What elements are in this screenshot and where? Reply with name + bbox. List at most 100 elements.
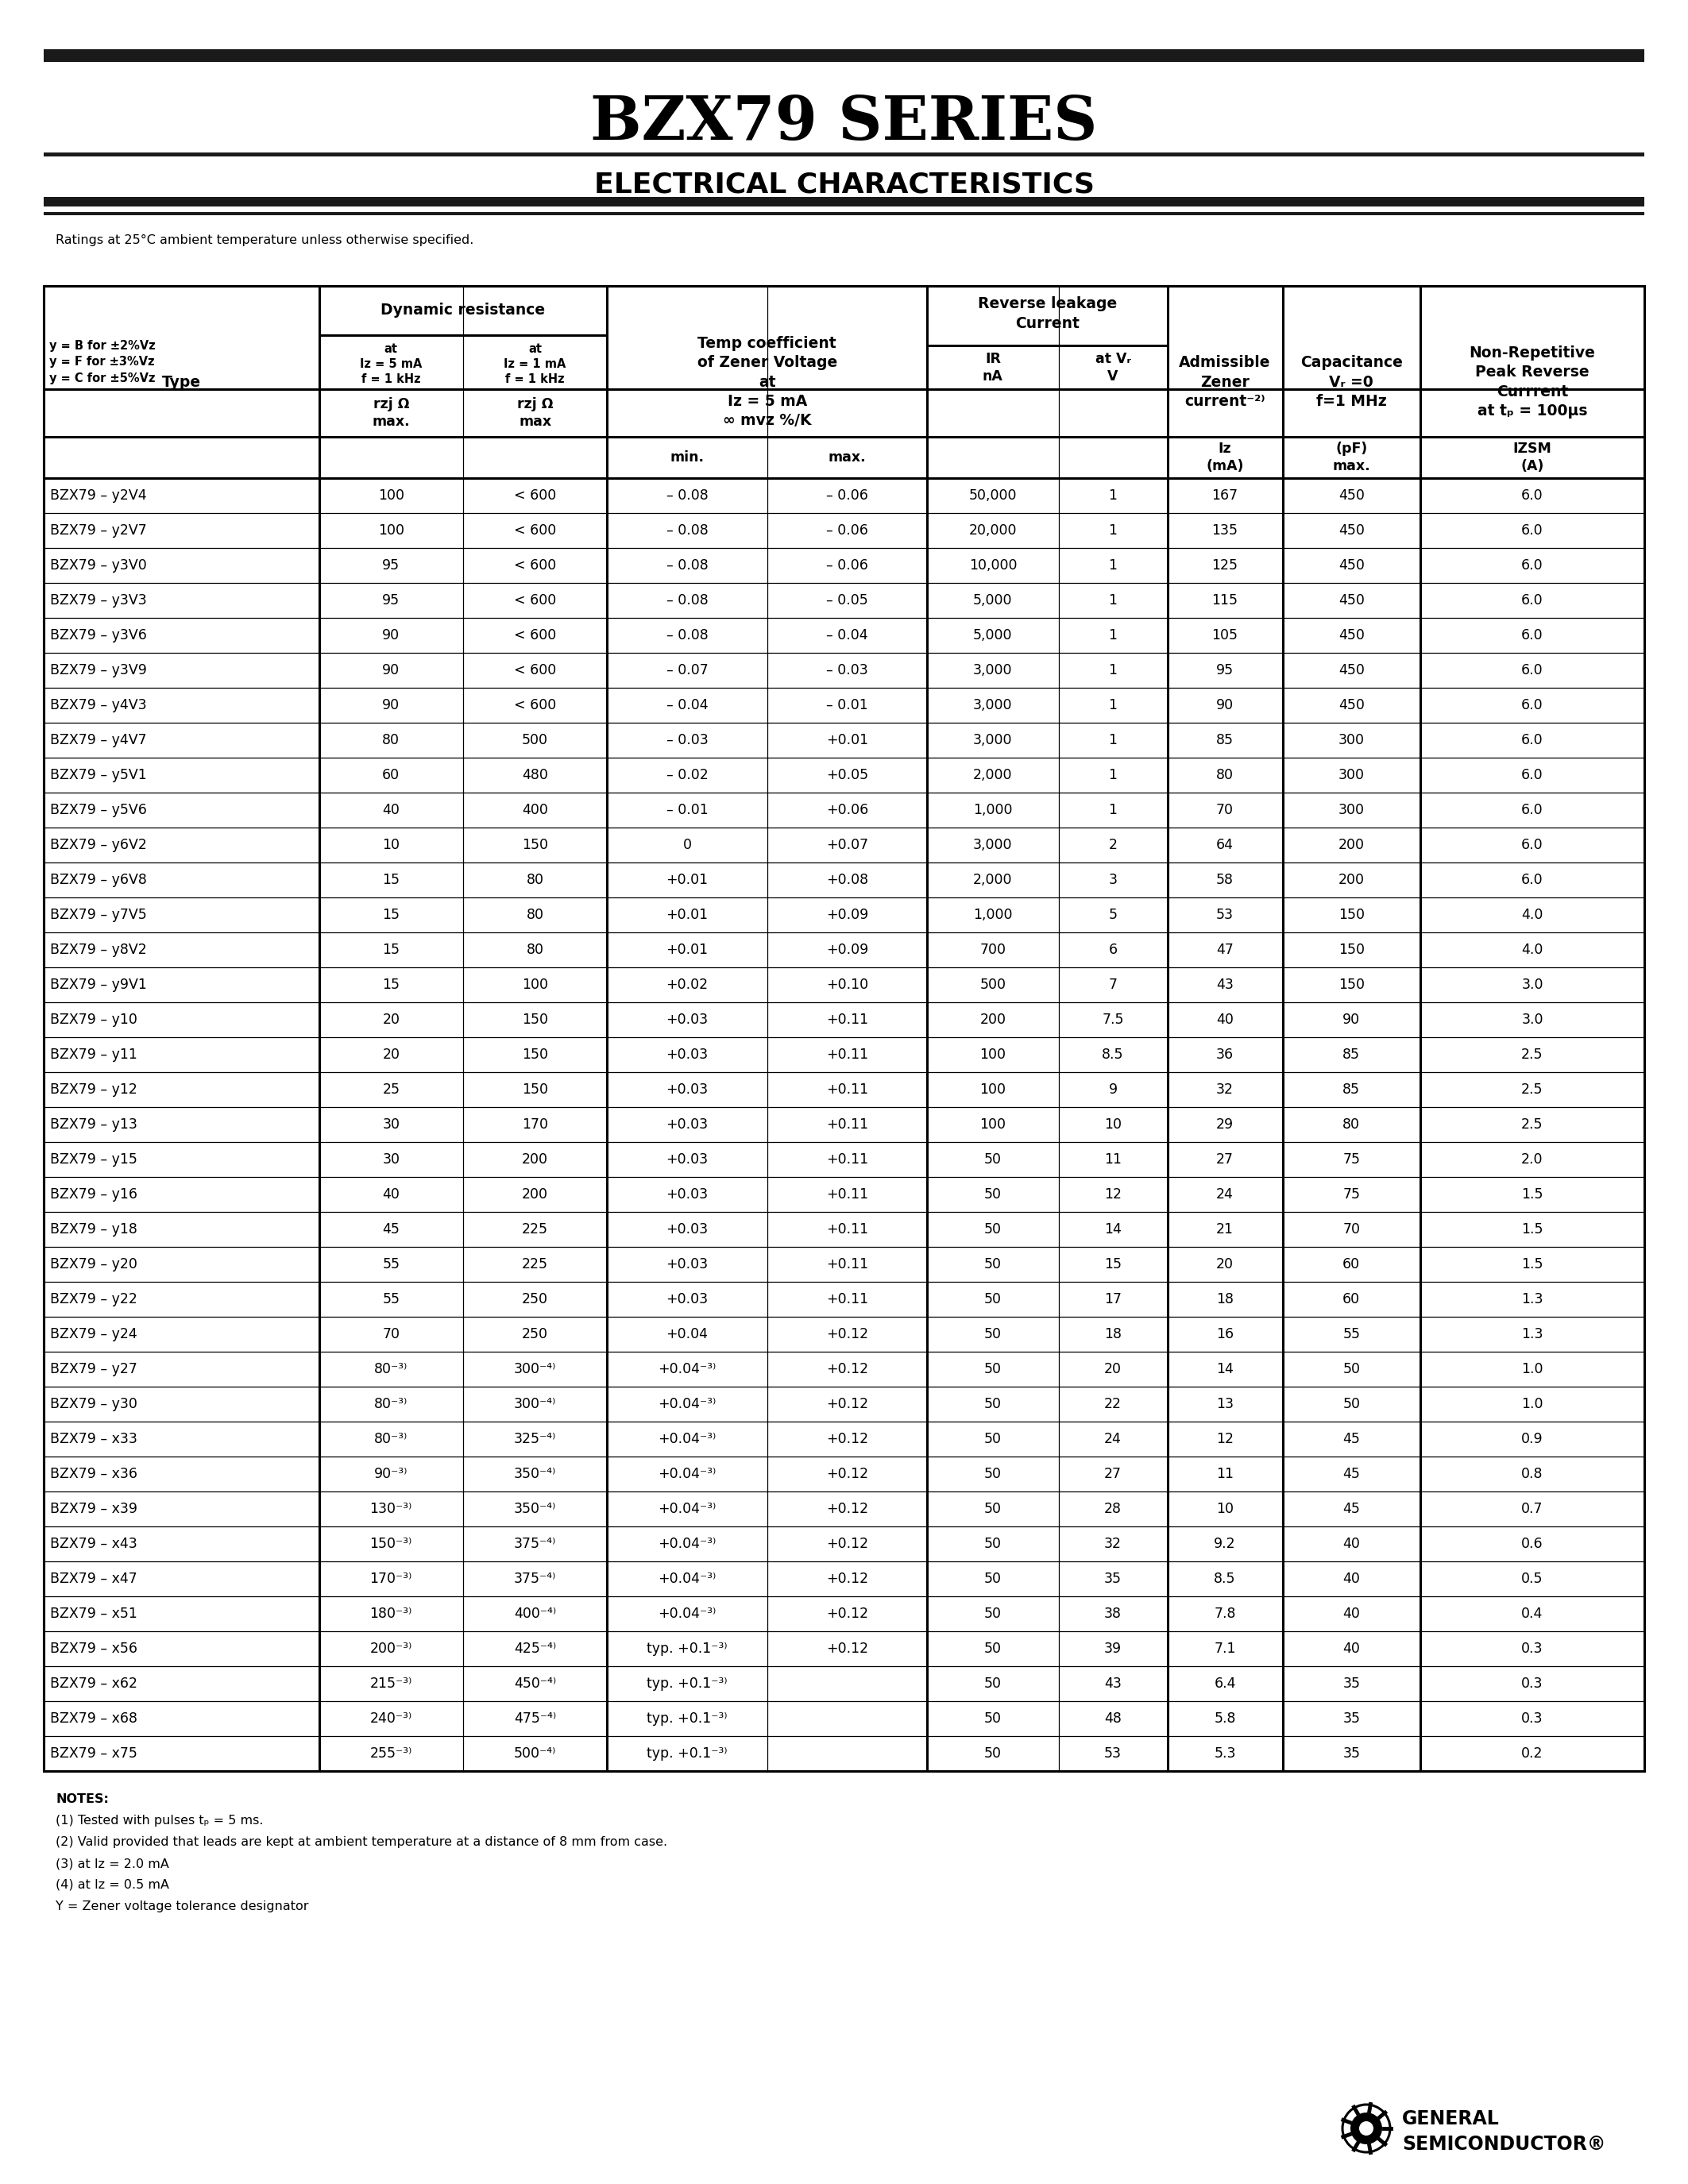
- Text: 50: 50: [1342, 1363, 1361, 1376]
- Text: rzj Ω
max.: rzj Ω max.: [371, 397, 410, 428]
- Text: – 0.01: – 0.01: [825, 699, 868, 712]
- Text: 1: 1: [1109, 629, 1117, 642]
- Text: 1.5: 1.5: [1521, 1258, 1543, 1271]
- Bar: [44, 197, 1644, 207]
- Text: 15: 15: [1104, 1258, 1121, 1271]
- Text: +0.01: +0.01: [667, 874, 709, 887]
- Text: 2.5: 2.5: [1521, 1118, 1543, 1131]
- Text: 100: 100: [979, 1048, 1006, 1061]
- Text: 5,000: 5,000: [974, 629, 1013, 642]
- Text: +0.12: +0.12: [825, 1607, 868, 1621]
- Text: 225: 225: [522, 1258, 549, 1271]
- Text: 0.2: 0.2: [1521, 1747, 1543, 1760]
- Text: 200: 200: [979, 1013, 1006, 1026]
- Text: 90: 90: [1342, 1013, 1361, 1026]
- Bar: [44, 212, 1644, 216]
- Text: +0.12: +0.12: [825, 1328, 868, 1341]
- Text: 8.5: 8.5: [1214, 1572, 1236, 1586]
- Text: 17: 17: [1104, 1293, 1121, 1306]
- Text: BZX79 – y12: BZX79 – y12: [51, 1083, 137, 1096]
- Text: 215⁻³⁾: 215⁻³⁾: [370, 1677, 412, 1690]
- Text: 50: 50: [984, 1328, 1001, 1341]
- Text: 450: 450: [1339, 699, 1364, 712]
- Text: – 0.05: – 0.05: [825, 594, 868, 607]
- Text: 60: 60: [1342, 1258, 1361, 1271]
- Text: 20: 20: [1217, 1258, 1234, 1271]
- Text: 50: 50: [984, 1258, 1001, 1271]
- Text: BZX79 – y22: BZX79 – y22: [51, 1293, 137, 1306]
- Text: 55: 55: [381, 1293, 400, 1306]
- Text: 45: 45: [1342, 1468, 1361, 1481]
- Text: at
Iz = 1 mA
f = 1 kHz: at Iz = 1 mA f = 1 kHz: [505, 343, 565, 387]
- Text: 1,000: 1,000: [974, 909, 1013, 922]
- Text: 150: 150: [522, 1013, 549, 1026]
- Text: BZX79 – y5V1: BZX79 – y5V1: [51, 769, 147, 782]
- Text: 50,000: 50,000: [969, 489, 1016, 502]
- Text: 0.3: 0.3: [1521, 1642, 1543, 1655]
- Text: 0.4: 0.4: [1521, 1607, 1543, 1621]
- Text: 50: 50: [984, 1538, 1001, 1551]
- Text: BZX79 – y3V6: BZX79 – y3V6: [51, 629, 147, 642]
- Text: +0.03: +0.03: [667, 1258, 709, 1271]
- Text: 100: 100: [378, 524, 403, 537]
- Text: 90⁻³⁾: 90⁻³⁾: [375, 1468, 408, 1481]
- Text: 1.5: 1.5: [1521, 1188, 1543, 1201]
- Text: 1: 1: [1109, 769, 1117, 782]
- Text: 50: 50: [984, 1153, 1001, 1166]
- Text: 0.9: 0.9: [1521, 1433, 1543, 1446]
- Text: 450: 450: [1339, 524, 1364, 537]
- Text: 27: 27: [1104, 1468, 1121, 1481]
- Text: BZX79 – y2V4: BZX79 – y2V4: [51, 489, 147, 502]
- Text: 14: 14: [1104, 1223, 1121, 1236]
- Text: 12: 12: [1217, 1433, 1234, 1446]
- Text: at Vᵣ
V: at Vᵣ V: [1096, 352, 1131, 384]
- Text: 21: 21: [1217, 1223, 1234, 1236]
- Text: 300: 300: [1339, 734, 1364, 747]
- Text: 6.0: 6.0: [1521, 769, 1543, 782]
- Text: 1: 1: [1109, 699, 1117, 712]
- Text: – 0.03: – 0.03: [825, 664, 868, 677]
- Text: 25: 25: [381, 1083, 400, 1096]
- Text: 95: 95: [381, 594, 400, 607]
- Text: 90: 90: [381, 629, 400, 642]
- Text: 20,000: 20,000: [969, 524, 1016, 537]
- Text: +0.04⁻³⁾: +0.04⁻³⁾: [658, 1468, 716, 1481]
- Text: +0.10: +0.10: [825, 978, 868, 992]
- Text: BZX79 – x51: BZX79 – x51: [51, 1607, 137, 1621]
- Text: 1,000: 1,000: [974, 804, 1013, 817]
- Text: 150: 150: [522, 1048, 549, 1061]
- Text: 58: 58: [1217, 874, 1234, 887]
- Text: 40: 40: [383, 1188, 400, 1201]
- Text: 3,000: 3,000: [974, 734, 1013, 747]
- Text: Iz
(mA): Iz (mA): [1207, 441, 1244, 474]
- Text: – 0.01: – 0.01: [667, 804, 707, 817]
- Text: 125: 125: [1212, 559, 1237, 572]
- Text: +0.09: +0.09: [825, 909, 868, 922]
- Text: 240⁻³⁾: 240⁻³⁾: [370, 1712, 412, 1725]
- Text: 6.0: 6.0: [1521, 804, 1543, 817]
- Text: BZX79 – y4V3: BZX79 – y4V3: [51, 699, 147, 712]
- Text: 6.0: 6.0: [1521, 699, 1543, 712]
- Text: +0.03: +0.03: [667, 1293, 709, 1306]
- Text: typ. +0.1⁻³⁾: typ. +0.1⁻³⁾: [647, 1747, 728, 1760]
- Text: 16: 16: [1215, 1328, 1234, 1341]
- Text: +0.05: +0.05: [825, 769, 868, 782]
- Text: +0.04⁻³⁾: +0.04⁻³⁾: [658, 1503, 716, 1516]
- Text: +0.11: +0.11: [825, 1013, 868, 1026]
- Text: BZX79 – y18: BZX79 – y18: [51, 1223, 137, 1236]
- Text: – 0.03: – 0.03: [667, 734, 707, 747]
- Text: 250: 250: [522, 1328, 549, 1341]
- Text: Type: Type: [162, 373, 201, 389]
- Text: – 0.08: – 0.08: [667, 594, 707, 607]
- Text: 500⁻⁴⁾: 500⁻⁴⁾: [513, 1747, 557, 1760]
- Text: 500: 500: [522, 734, 549, 747]
- Text: 250: 250: [522, 1293, 549, 1306]
- Text: +0.11: +0.11: [825, 1153, 868, 1166]
- Text: 35: 35: [1342, 1712, 1361, 1725]
- Text: +0.12: +0.12: [825, 1538, 868, 1551]
- Text: 60: 60: [381, 769, 400, 782]
- Text: 7: 7: [1109, 978, 1117, 992]
- Text: 1.0: 1.0: [1521, 1363, 1543, 1376]
- Text: 27: 27: [1217, 1153, 1234, 1166]
- Text: (2) Valid provided that leads are kept at ambient temperature at a distance of 8: (2) Valid provided that leads are kept a…: [56, 1837, 667, 1848]
